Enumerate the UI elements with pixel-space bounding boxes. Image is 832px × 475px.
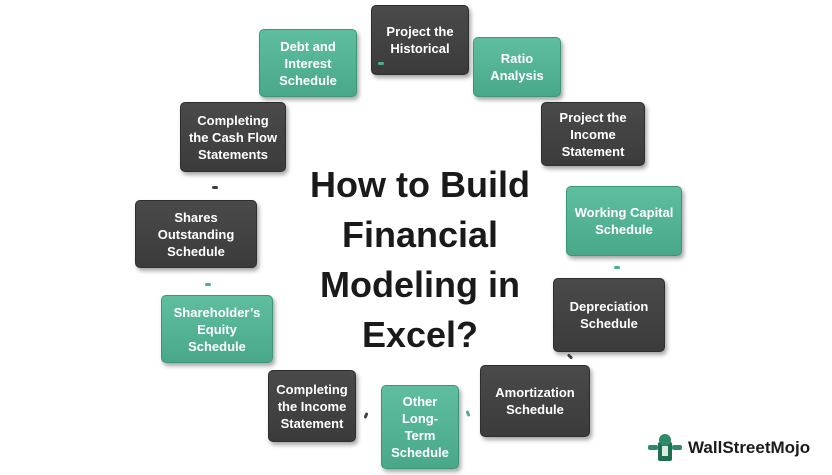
step-label: Completing the Cash Flow Statements bbox=[188, 112, 278, 162]
wallstreetmojo-logo: WallStreetMojo bbox=[648, 433, 810, 463]
step-amortization-schedule: Amortization Schedule bbox=[480, 365, 590, 437]
step-label: Project the Historical bbox=[386, 24, 454, 56]
step-label: Completing the Income Statement bbox=[276, 381, 348, 431]
connector-dot bbox=[205, 283, 211, 286]
step-depreciation-schedule: Depreciation Schedule bbox=[553, 278, 665, 352]
connector-dot bbox=[363, 412, 369, 419]
step-project-historical: Project the Historical bbox=[371, 5, 469, 75]
step-completing-income-statement: Completing the Income Statement bbox=[268, 370, 356, 442]
step-shareholders-equity-schedule: Shareholder’s Equity Schedule bbox=[161, 295, 273, 363]
logo-text: WallStreetMojo bbox=[688, 438, 811, 457]
step-label: Ratio Analysis bbox=[490, 51, 544, 83]
step-label: Other Long-Term Schedule bbox=[391, 394, 449, 460]
title-line-3: Modeling in bbox=[320, 264, 520, 305]
wallstreetmojo-logo-icon bbox=[648, 434, 682, 461]
step-label: Shareholder’s Equity Schedule bbox=[173, 304, 261, 354]
step-label: Amortization Schedule bbox=[495, 385, 575, 417]
step-ratio-analysis: Ratio Analysis bbox=[473, 37, 561, 97]
step-shares-outstanding-schedule: Shares Outstanding Schedule bbox=[135, 200, 257, 268]
title-line-4: Excel? bbox=[361, 314, 479, 355]
step-working-capital-schedule: Working Capital Schedule bbox=[566, 186, 682, 256]
step-label: Depreciation Schedule bbox=[569, 299, 649, 331]
connector-dot bbox=[378, 62, 384, 65]
step-label: Debt and Interest Schedule bbox=[279, 38, 337, 88]
connector-dot bbox=[212, 186, 218, 189]
step-other-long-term-schedule: Other Long-Term Schedule bbox=[381, 385, 459, 469]
connector-dot bbox=[566, 353, 574, 360]
connector-dot bbox=[465, 410, 471, 417]
step-completing-cash-flow: Completing the Cash Flow Statements bbox=[180, 102, 286, 172]
step-project-income-statement: Project the Income Statement bbox=[541, 102, 645, 166]
diagram-title: How to Build Financial Modeling in Excel… bbox=[290, 160, 550, 360]
step-label: Shares Outstanding Schedule bbox=[157, 209, 235, 259]
step-label: Working Capital Schedule bbox=[574, 205, 674, 237]
step-debt-interest-schedule: Debt and Interest Schedule bbox=[259, 29, 357, 97]
connector-dot bbox=[614, 266, 620, 269]
title-line-2: Financial bbox=[341, 214, 499, 255]
title-line-1: How to Build bbox=[310, 164, 530, 205]
step-label: Project the Income Statement bbox=[559, 109, 627, 159]
